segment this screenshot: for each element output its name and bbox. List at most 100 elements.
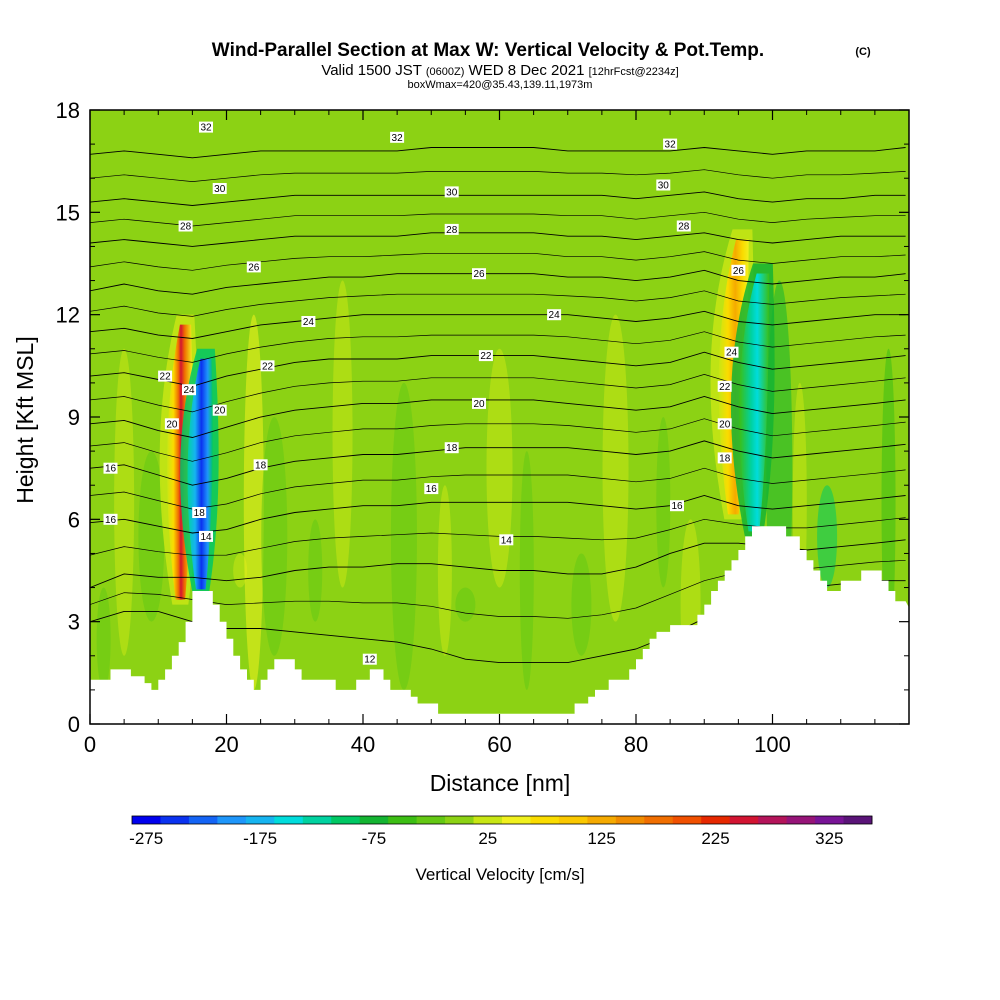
terrain (90, 526, 909, 724)
contour-label-text: 14 (501, 535, 513, 546)
contour-label: 16 (103, 513, 118, 526)
contour-label-text: 20 (214, 406, 226, 417)
contour-label-box (212, 404, 227, 416)
colorbar-swatch (473, 816, 503, 824)
contour-label-box (547, 309, 562, 321)
chart-title-mark: (C) (855, 46, 871, 58)
contour-label-text: 22 (160, 372, 172, 383)
contour-label-box (656, 179, 671, 191)
colorbar-swatch (786, 816, 816, 824)
y-tick-label: 0 (68, 712, 80, 737)
contour-label-box (103, 513, 118, 525)
contour-label: 22 (158, 370, 173, 383)
y-tick-label: 18 (56, 98, 80, 123)
contour-label-text: 16 (105, 515, 117, 526)
contour-label-box (444, 223, 459, 235)
colorbar-swatch (615, 816, 645, 824)
velocity-streak (455, 587, 476, 622)
contour-label-box (499, 534, 514, 546)
x-tick-label: 0 (84, 732, 96, 757)
colorbar (131, 815, 873, 825)
subtitle-date: WED 8 Dec 2021 (469, 62, 585, 79)
x-tick-label: 60 (487, 732, 511, 757)
theta-contour-minor (90, 418, 906, 462)
contour-label: 28 (444, 223, 459, 236)
theta-contour-minor (90, 251, 906, 271)
colorbar-swatch (217, 816, 247, 824)
theta-contour-20 (90, 396, 906, 438)
colorbar-ticks: -275 -175 -75 25 125 225 325 (129, 829, 843, 848)
colorbar-swatch (445, 816, 474, 824)
contour-label-box (390, 131, 405, 143)
contour-label-text: 16 (426, 484, 438, 495)
theta-contour-minor (90, 467, 906, 510)
contour-label-text: 32 (392, 133, 404, 144)
contour-label-box (212, 183, 227, 194)
velocity-streak (656, 417, 671, 588)
colorbar-tick-label: -75 (362, 829, 387, 848)
theta-contour-18 (90, 440, 906, 486)
contour-label-box (178, 220, 193, 232)
y-axis-label: Height [Kft MSL] (12, 336, 38, 503)
colorbar-frame (131, 815, 873, 825)
contour-label-box (362, 653, 377, 665)
y-axis: 0 3 6 9 12 15 18 (56, 98, 909, 737)
x-tick-label: 20 (214, 732, 238, 757)
colorbar-swatch (843, 816, 873, 824)
contour-label-text: 26 (248, 262, 260, 273)
contour-label-text: 18 (194, 508, 206, 519)
contour-label-box (424, 483, 439, 495)
contour-label-text: 16 (105, 464, 117, 475)
contour-label-box (182, 384, 196, 396)
plot-area: 12 14 14 16 16 16 16 18 18 18 18 20 20 20 20 22 22 22 22 24… (90, 110, 909, 724)
colorbar-swatch (815, 816, 844, 824)
contour-label-text: 22 (480, 351, 492, 362)
x-tick-label: 100 (754, 732, 791, 757)
contour-label-text: 28 (678, 222, 690, 233)
contour-label-box (444, 442, 459, 454)
contour-label: 16 (103, 462, 118, 475)
contour-label-text: 24 (549, 310, 561, 321)
contour-label: 22 (260, 360, 275, 372)
contour-label-box (103, 462, 118, 474)
y-tick-label: 6 (68, 507, 80, 532)
contour-label-text: 18 (719, 453, 731, 464)
contour-label-box (158, 370, 173, 382)
contour-label-text: 22 (262, 361, 274, 372)
contour-label-box (717, 380, 732, 392)
colorbar-swatch (530, 816, 560, 824)
contour-label-text: 30 (446, 187, 458, 198)
contour-label: 26 (246, 261, 261, 273)
contour-label: 20 (164, 418, 179, 430)
theta-contour-30 (90, 191, 906, 206)
contour-label-box (260, 360, 275, 372)
contour-label-box (472, 397, 486, 409)
colorbar-tick-label: -275 (129, 829, 163, 848)
colorbar-swatch (758, 816, 788, 824)
velocity-streak (114, 348, 135, 656)
chart-title: Wind-Parallel Section at Max W: Vertical… (212, 40, 764, 61)
contour-label: 28 (676, 220, 691, 233)
contour-label-text: 30 (658, 181, 670, 192)
contour-label-box (676, 220, 691, 232)
colorbar-tick-label: 25 (478, 829, 497, 848)
velocity-streak (243, 314, 264, 690)
velocity-streak (138, 451, 165, 622)
contour-label-text: 26 (733, 266, 745, 277)
theta-contour-minor (90, 169, 906, 182)
contour-label: 20 (717, 418, 732, 430)
colorbar-swatch (388, 816, 418, 824)
contour-label: 12 (362, 653, 377, 666)
contour-label-text: 12 (364, 655, 376, 666)
contour-label: 18 (253, 459, 268, 471)
contour-label: 32 (199, 121, 213, 134)
contour-label-box (301, 316, 316, 327)
contour-label: 28 (178, 220, 193, 233)
colorbar-swatch (359, 816, 389, 824)
contour-label: 30 (212, 183, 227, 195)
contour-label: 24 (547, 309, 562, 321)
contour-label: 18 (192, 507, 207, 519)
contour-label-text: 24 (303, 317, 315, 328)
theta-contour-minor (90, 331, 906, 363)
colorbar-swatch (132, 816, 161, 824)
